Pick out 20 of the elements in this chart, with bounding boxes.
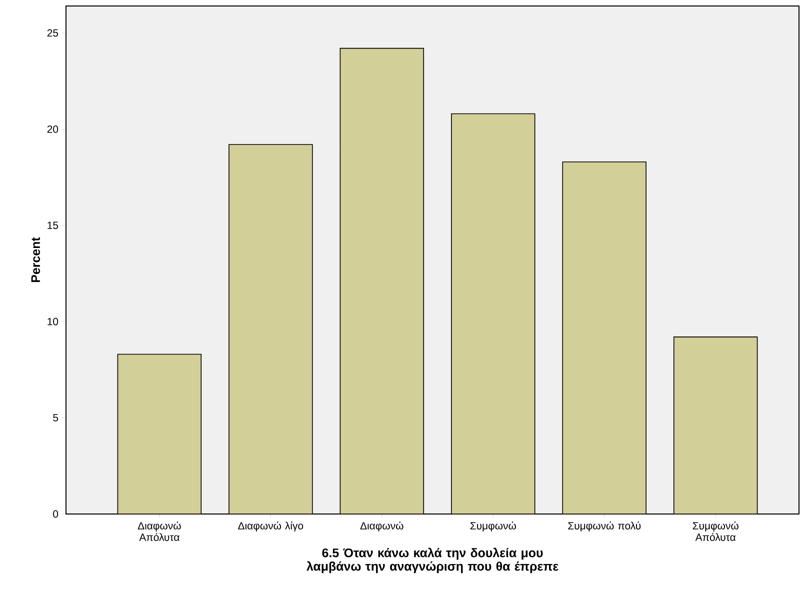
bar — [451, 113, 536, 514]
x-tick-label: Συμφωνώ πολύ — [568, 522, 641, 532]
y-tick-label: 20 — [47, 125, 58, 133]
bar — [673, 336, 758, 514]
x-axis-title: 6.5 Όταν κάνω καλά την δουλεία μου λαμβάνω την αναγνώριση που θα έπρεπε — [306, 548, 558, 574]
y-tick-label: 0 — [53, 510, 58, 518]
bar — [562, 161, 646, 514]
y-tick-label: 25 — [47, 29, 58, 37]
x-tick-label: Διαφωνώ Απόλυτα — [138, 522, 181, 541]
y-tick-label: 10 — [48, 318, 58, 326]
y-tick-label: 5 — [53, 414, 58, 422]
x-tick-label: Συμφωνώ Απόλυτα — [692, 522, 738, 541]
y-axis-title: Percent — [31, 237, 40, 282]
bar — [340, 48, 424, 514]
y-tick-label: 15 — [48, 222, 58, 230]
x-tick-label: Διαφωνώ λίγο — [238, 522, 304, 532]
bar — [228, 144, 313, 514]
bar — [117, 354, 202, 514]
x-tick-label: Διαφωνώ — [360, 522, 404, 532]
x-tick-label: Συμφωνώ — [470, 522, 516, 532]
